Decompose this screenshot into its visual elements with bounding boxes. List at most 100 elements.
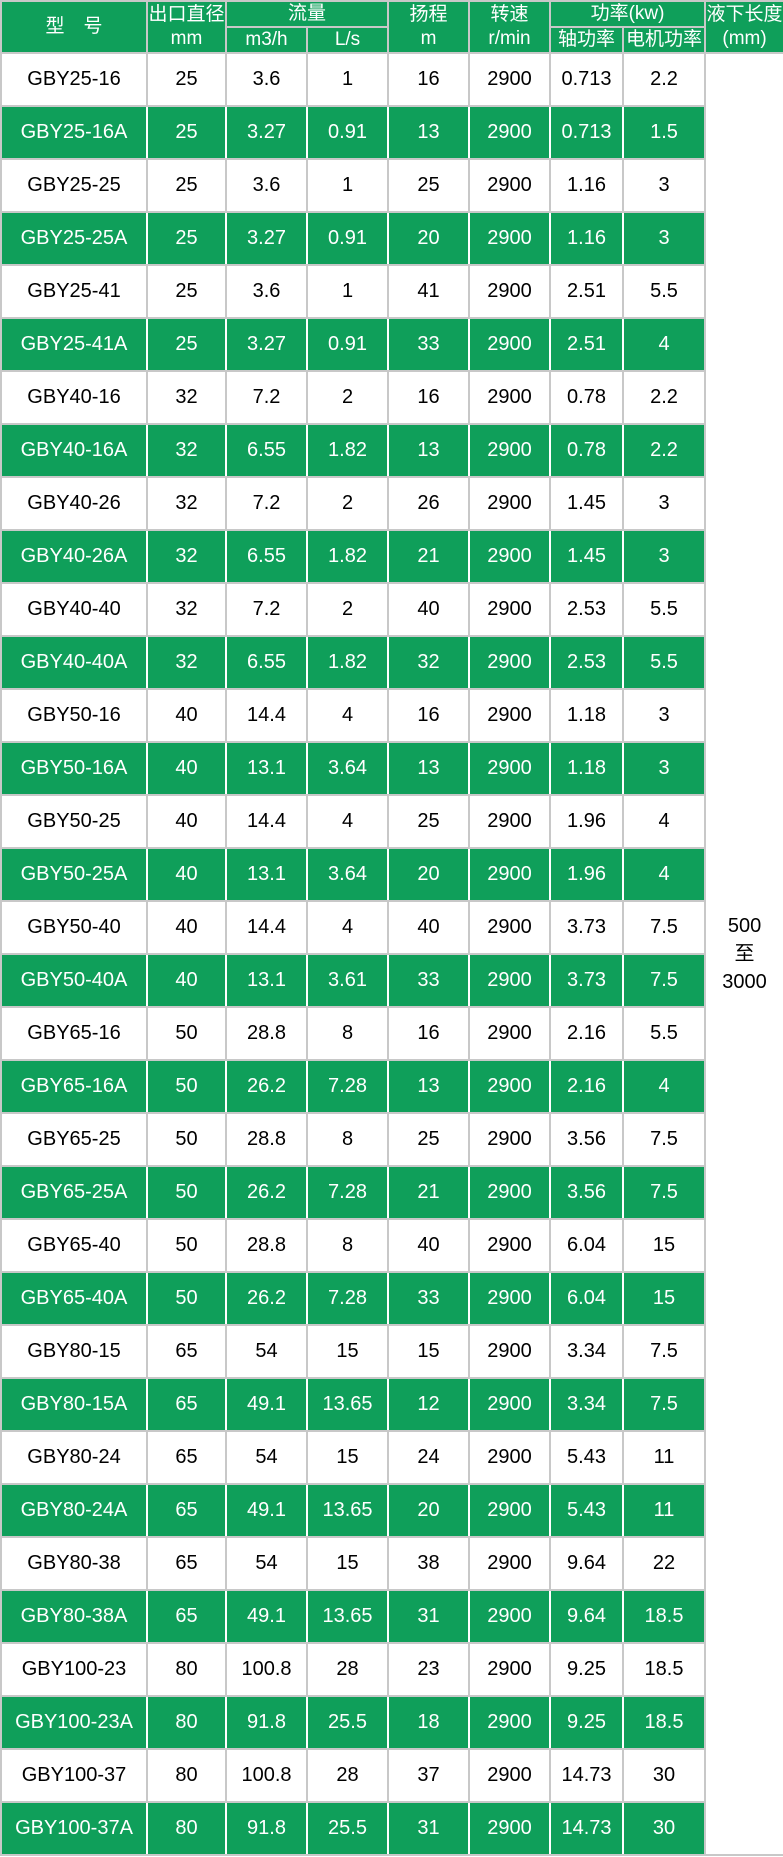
cell-flow-ls: 13.65 xyxy=(305,1483,390,1538)
cell-model: GBY65-25 xyxy=(0,1112,148,1167)
cell-motor-kw: 3 xyxy=(622,688,707,743)
cell-flow-m3h: 3.27 xyxy=(225,105,308,160)
table-row: GBY65-25 50 28.8 8 25 2900 3.56 7.5 xyxy=(0,1112,783,1167)
cell-model: GBY80-38 xyxy=(0,1536,148,1591)
cell-flow-ls: 15 xyxy=(305,1324,390,1379)
col-header-outlet-diameter: 出口直径 mm xyxy=(146,0,227,54)
cell-motor-kw: 2.2 xyxy=(622,423,707,478)
cell-speed-rmin: 2900 xyxy=(468,1059,552,1114)
cell-flow-ls: 28 xyxy=(305,1642,390,1697)
cell-shaft-kw: 2.53 xyxy=(549,582,625,637)
cell-speed-rmin: 2900 xyxy=(468,1589,552,1644)
table-row: GBY65-40 50 28.8 8 40 2900 6.04 15 xyxy=(0,1218,783,1273)
cell-head-m: 40 xyxy=(387,582,471,637)
col-header-head-unit: m xyxy=(420,28,437,49)
cell-model: GBY65-16A xyxy=(0,1059,148,1114)
cell-outlet-mm: 80 xyxy=(146,1801,227,1856)
col-header-head: 扬程 m xyxy=(387,0,471,54)
cell-speed-rmin: 2900 xyxy=(468,317,552,372)
cell-flow-ls: 3.61 xyxy=(305,953,390,1008)
col-header-power: 功率(kw) xyxy=(549,0,707,28)
cell-speed-rmin: 2900 xyxy=(468,1695,552,1750)
cell-head-m: 26 xyxy=(387,476,471,531)
cell-speed-rmin: 2900 xyxy=(468,1801,552,1856)
cell-head-m: 24 xyxy=(387,1430,471,1485)
cell-model: GBY25-16A xyxy=(0,105,148,160)
cell-flow-m3h: 54 xyxy=(225,1536,308,1591)
cell-outlet-mm: 50 xyxy=(146,1112,227,1167)
cell-motor-kw: 15 xyxy=(622,1218,707,1273)
cell-head-m: 16 xyxy=(387,688,471,743)
cell-flow-m3h: 3.27 xyxy=(225,211,308,266)
cell-shaft-kw: 6.04 xyxy=(549,1218,625,1273)
cell-shaft-kw: 5.43 xyxy=(549,1483,625,1538)
cell-motor-kw: 15 xyxy=(622,1271,707,1326)
cell-motor-kw: 18.5 xyxy=(622,1589,707,1644)
cell-model: GBY25-25 xyxy=(0,158,148,213)
cell-head-m: 18 xyxy=(387,1695,471,1750)
cell-flow-ls: 8 xyxy=(305,1006,390,1061)
cell-flow-m3h: 7.2 xyxy=(225,370,308,425)
cell-motor-kw: 7.5 xyxy=(622,1324,707,1379)
table-row: GBY80-15A 65 49.1 13.65 12 2900 3.34 7.5 xyxy=(0,1377,783,1432)
cell-speed-rmin: 2900 xyxy=(468,264,552,319)
cell-motor-kw: 3 xyxy=(622,476,707,531)
cell-flow-ls: 0.91 xyxy=(305,317,390,372)
col-header-speed: 转速 r/min xyxy=(468,0,552,54)
cell-shaft-kw: 2.51 xyxy=(549,264,625,319)
cell-outlet-mm: 25 xyxy=(146,211,227,266)
cell-model: GBY40-26 xyxy=(0,476,148,531)
cell-flow-m3h: 28.8 xyxy=(225,1218,308,1273)
cell-shaft-kw: 3.34 xyxy=(549,1377,625,1432)
cell-flow-m3h: 100.8 xyxy=(225,1642,308,1697)
submerged-length-line: 3000 xyxy=(722,971,767,993)
cell-speed-rmin: 2900 xyxy=(468,1483,552,1538)
cell-shaft-kw: 14.73 xyxy=(549,1801,625,1856)
cell-model: GBY100-37 xyxy=(0,1748,148,1803)
table-row: GBY50-16 40 14.4 4 16 2900 1.18 3 xyxy=(0,688,783,743)
cell-model: GBY65-40A xyxy=(0,1271,148,1326)
cell-outlet-mm: 32 xyxy=(146,423,227,478)
cell-flow-ls: 2 xyxy=(305,582,390,637)
cell-flow-m3h: 14.4 xyxy=(225,900,308,955)
cell-outlet-mm: 80 xyxy=(146,1695,227,1750)
cell-motor-kw: 7.5 xyxy=(622,900,707,955)
cell-shaft-kw: 2.16 xyxy=(549,1059,625,1114)
cell-flow-ls: 4 xyxy=(305,900,390,955)
cell-model: GBY40-16A xyxy=(0,423,148,478)
cell-outlet-mm: 40 xyxy=(146,953,227,1008)
table-row: GBY100-23 80 100.8 28 23 2900 9.25 18.5 xyxy=(0,1642,783,1697)
cell-outlet-mm: 40 xyxy=(146,688,227,743)
cell-head-m: 25 xyxy=(387,1112,471,1167)
cell-flow-ls: 2 xyxy=(305,370,390,425)
cell-head-m: 23 xyxy=(387,1642,471,1697)
col-header-flow: 流量 xyxy=(224,0,390,28)
table-row: GBY80-38A 65 49.1 13.65 31 2900 9.64 18.5 xyxy=(0,1589,783,1644)
cell-head-m: 31 xyxy=(387,1589,471,1644)
cell-model: GBY25-25A xyxy=(0,211,148,266)
cell-head-m: 25 xyxy=(387,158,471,213)
cell-motor-kw: 2.2 xyxy=(622,370,707,425)
cell-speed-rmin: 2900 xyxy=(468,1536,552,1591)
cell-flow-ls: 15 xyxy=(305,1430,390,1485)
cell-motor-kw: 4 xyxy=(622,1059,707,1114)
col-header-shaft-power: 轴功率 xyxy=(549,26,625,54)
cell-shaft-kw: 1.16 xyxy=(549,158,625,213)
cell-motor-kw: 7.5 xyxy=(622,1112,707,1167)
table-header: 型 号 出口直径 mm 流量 扬程 m 转速 r/min 功率(kw) 液下长度… xyxy=(0,0,783,54)
cell-outlet-mm: 65 xyxy=(146,1536,227,1591)
cell-model: GBY25-16 xyxy=(0,52,148,107)
cell-flow-ls: 8 xyxy=(305,1218,390,1273)
cell-outlet-mm: 40 xyxy=(146,900,227,955)
cell-flow-m3h: 6.55 xyxy=(225,635,308,690)
cell-flow-m3h: 3.6 xyxy=(225,264,308,319)
cell-shaft-kw: 1.45 xyxy=(549,476,625,531)
cell-motor-kw: 4 xyxy=(622,794,707,849)
cell-motor-kw: 7.5 xyxy=(622,1377,707,1432)
cell-outlet-mm: 50 xyxy=(146,1271,227,1326)
table-row: GBY80-24 65 54 15 24 2900 5.43 11 xyxy=(0,1430,783,1485)
table-row: GBY50-25A 40 13.1 3.64 20 2900 1.96 4 xyxy=(0,847,783,902)
cell-flow-m3h: 100.8 xyxy=(225,1748,308,1803)
cell-speed-rmin: 2900 xyxy=(468,1642,552,1697)
cell-model: GBY80-15 xyxy=(0,1324,148,1379)
